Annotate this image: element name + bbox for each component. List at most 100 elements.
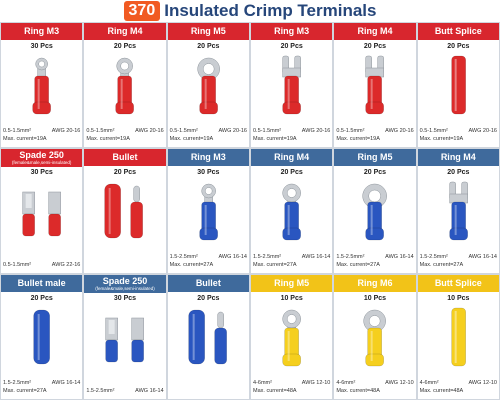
piece-count: 20 Pcs xyxy=(30,295,53,302)
part-shape xyxy=(117,75,133,107)
part-shape xyxy=(120,79,123,109)
part-shape xyxy=(192,314,195,360)
piece-count: 20 Pcs xyxy=(197,295,220,302)
part-shape xyxy=(451,55,466,115)
spec-text: 1.5-2.5mm² xyxy=(336,254,365,260)
spec-text: 0.5-1.5mm² xyxy=(86,128,115,134)
part-shape xyxy=(370,79,373,109)
terminal-cell: Ring M3 30 Pcs 1.5-2.5mm² AWG 16-14 Max. cur… xyxy=(166,148,250,274)
part-shape xyxy=(282,67,301,78)
spec-text: Max. current=19A xyxy=(253,136,297,142)
terminal-cell: Spade 250 (female&male,semi-insulated) 30 … xyxy=(0,148,84,274)
spec-text: AWG 16-14 xyxy=(385,254,414,260)
spec-text: Max. current=27A xyxy=(336,262,380,268)
spec-text: 0.5-1.5mm² xyxy=(3,128,32,134)
spec-text: AWG 20-16 xyxy=(218,128,247,134)
terminal-cell: Ring M4 20 Pcs 1.5-2.5mm² AWG 16-14 Max. cur… xyxy=(416,148,500,274)
cell-header-text: Ring M4 xyxy=(357,26,393,36)
terminal-illustration xyxy=(449,181,468,241)
part-shape xyxy=(202,63,215,75)
part-shape xyxy=(105,339,119,363)
spec-text: 4-6mm² xyxy=(253,380,272,386)
spec-text: 0.5-1.5mm² xyxy=(336,128,365,134)
cell-header: Spade 250 (female&male,semi-insulated) xyxy=(1,149,83,167)
cell-header: Ring M5 xyxy=(251,275,333,292)
title-text: Insulated Crimp Terminals xyxy=(164,1,377,20)
terminal-illustration xyxy=(365,55,385,115)
cell-header-text: Bullet male xyxy=(17,278,66,288)
terminal-illustration xyxy=(282,309,301,367)
part-shape xyxy=(108,320,115,334)
terminal-cell: Ring M6 10 Pcs 4-6mm² AWG 12-10 Max. current… xyxy=(333,274,417,400)
part-shape xyxy=(104,183,122,239)
spec-line: 0.5-1.5mm² AWG 20-16 xyxy=(170,127,247,135)
spec-text: Max. current=19A xyxy=(169,136,214,142)
part-shape xyxy=(48,213,61,237)
part-shape xyxy=(282,101,301,115)
title-badge: 370 xyxy=(123,1,161,21)
specs: 0.5-1.5mm² AWG 20-16 Max. current=19A xyxy=(3,127,80,143)
spec-line: 0.5-1.5mm² AWG 22-16 xyxy=(3,261,80,269)
cell-header-text: Ring M4 xyxy=(274,152,310,162)
cell-header-text: Bullet male&female xyxy=(180,278,237,305)
spec-line: 4-6mm² AWG 12-10 xyxy=(253,379,330,387)
terminal-cell: Bullet male 20 Pcs 1.5-2.5mm² AWG 16-14 Max.… xyxy=(0,274,84,400)
spec-line: 1.5-2.5mm² AWG 16-14 xyxy=(420,253,497,261)
part-shape xyxy=(188,309,205,365)
spec-text: AWG 16-14 xyxy=(135,388,164,394)
part-shape xyxy=(131,317,145,341)
specs: 1.5-2.5mm² AWG 16-14 Max. current=27A xyxy=(170,253,247,269)
terminal-cell: Ring M3 30 Pcs 0.5-1.5mm² AWG 20-16 Max. cur… xyxy=(0,22,84,148)
specs: 0.5-1.5mm² AWG 22-16 xyxy=(3,261,80,269)
part-shape xyxy=(25,194,32,208)
terminal-cell: Ring M3 20 Pcs 0.5-1.5mm² AWG 20-16 Max. cur… xyxy=(250,22,334,148)
terminal-illustration xyxy=(22,191,61,237)
piece-count: 30 Pcs xyxy=(113,295,137,302)
piece-count: 10 Pcs xyxy=(363,295,387,302)
specs: 4-6mm² AWG 12-10 Max. current=48A xyxy=(336,379,413,395)
terminal-cell: Spade 250 (female&male,semi-insulated) 30 … xyxy=(83,274,167,400)
spec-text: Max. current=27A xyxy=(3,388,47,394)
part-shape xyxy=(108,188,111,234)
cell-header-text: Ring M4 xyxy=(440,152,476,162)
spec-line: 4-6mm² AWG 12-10 xyxy=(420,379,497,387)
spec-text: 0.5-1.5mm² xyxy=(419,128,448,134)
terminal-illustration xyxy=(115,57,135,115)
part-shape xyxy=(286,314,297,324)
terminal-illustration xyxy=(282,55,301,115)
cell-subheader: (female&male,semi-insulated) xyxy=(95,286,155,291)
specs: 0.5-1.5mm² AWG 20-16 Max. current=19A xyxy=(420,127,497,143)
cell-header: Butt Splice xyxy=(417,275,499,292)
part-shape xyxy=(367,327,383,359)
cell-header-text: Ring M4 xyxy=(107,26,143,36)
piece-count: 20 Pcs xyxy=(447,169,470,176)
cell-header-text: Ring M3 xyxy=(24,26,60,36)
cell-header: Ring M3 xyxy=(251,23,333,40)
part-shape xyxy=(204,205,207,235)
piece-count: 20 Pcs xyxy=(113,43,137,50)
terminal-illustration xyxy=(32,57,51,115)
cell-header-text: Ring M5 xyxy=(357,152,393,162)
part-shape xyxy=(287,205,290,235)
spec-text: AWG 20-16 xyxy=(468,128,497,134)
specs: 0.5-1.5mm² AWG 20-16 Max. current=19A xyxy=(86,127,163,143)
specs: 1.5-2.5mm² AWG 16-14 Max. current=27A xyxy=(420,253,497,269)
specs: 0.5-1.5mm² AWG 20-16 Max. current=19A xyxy=(336,127,413,143)
terminal-illustration xyxy=(197,57,220,115)
cell-header-text: Butt Splice xyxy=(434,278,482,288)
part-shape xyxy=(365,67,385,78)
piece-count: 20 Pcs xyxy=(197,43,220,50)
terminal-illustration xyxy=(33,309,50,365)
piece-count: 30 Pcs xyxy=(197,169,220,176)
part-shape xyxy=(286,188,297,198)
cell-header: Bullet male&female xyxy=(167,275,249,305)
terminal-cell: Bullet male&female 20 Pcs xyxy=(83,148,167,274)
spec-line: 0.5-1.5mm² AWG 20-16 xyxy=(86,127,163,135)
part-shape xyxy=(365,227,385,241)
cell-header-text: Ring M3 xyxy=(274,26,310,36)
terminal-cell: Ring M5 20 Pcs 0.5-1.5mm² AWG 20-16 Max. cur… xyxy=(166,22,250,148)
terminal-illustration xyxy=(105,317,145,363)
piece-count: 20 Pcs xyxy=(363,43,387,50)
spec-text: AWG 20-16 xyxy=(135,128,164,134)
terminal-illustration xyxy=(282,183,301,241)
